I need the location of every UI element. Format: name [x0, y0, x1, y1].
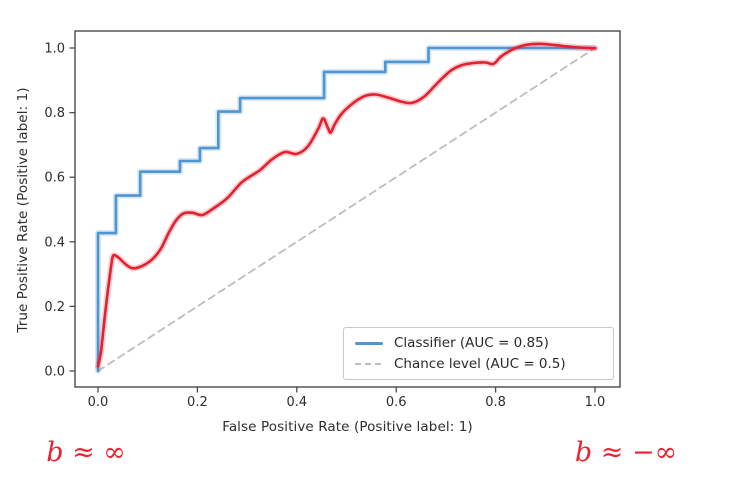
annotation-b-approx-neg-infinity: b ≈ −∞	[574, 437, 678, 468]
y-axis-label: True Positive Rate (Positive label: 1)	[15, 87, 31, 333]
x-tick-label: 0.6	[386, 395, 407, 410]
legend-item-chance: Chance level (AUC = 0.5)	[355, 356, 603, 372]
legend-label-classifier: Classifier (AUC = 0.85)	[394, 335, 549, 351]
x-tick-label: 0.0	[88, 395, 109, 410]
x-tick-label: 0.2	[187, 395, 208, 410]
chance-line-sample	[355, 363, 383, 365]
smoothed-roc-curve-halo	[95, 40, 598, 370]
annotation-b-approx-infinity: b ≈ ∞	[46, 437, 126, 468]
legend-label-chance: Chance level (AUC = 0.5)	[394, 356, 566, 372]
legend-item-classifier: Classifier (AUC = 0.85)	[355, 335, 603, 351]
x-tick-label: 0.4	[286, 395, 307, 410]
legend: Classifier (AUC = 0.85) Chance level (AU…	[343, 327, 614, 380]
chance-line	[97, 47, 596, 372]
y-tick-label: 0.4	[44, 235, 65, 250]
x-axis-label: False Positive Rate (Positive label: 1)	[222, 419, 473, 435]
y-tick-label: 0.6	[44, 171, 65, 186]
classifier-line-sample	[355, 341, 383, 345]
smoothed-roc-curve	[96, 42, 597, 368]
x-tick-label: 0.8	[485, 395, 506, 410]
y-tick-label: 0.0	[44, 365, 65, 380]
x-tick-label: 1.0	[585, 395, 606, 410]
plot-border	[74, 30, 621, 388]
y-tick-label: 0.2	[44, 300, 65, 315]
y-tick-label: 1.0	[44, 42, 65, 57]
y-tick-label: 0.8	[44, 106, 65, 121]
classifier-curve	[96, 46, 597, 373]
